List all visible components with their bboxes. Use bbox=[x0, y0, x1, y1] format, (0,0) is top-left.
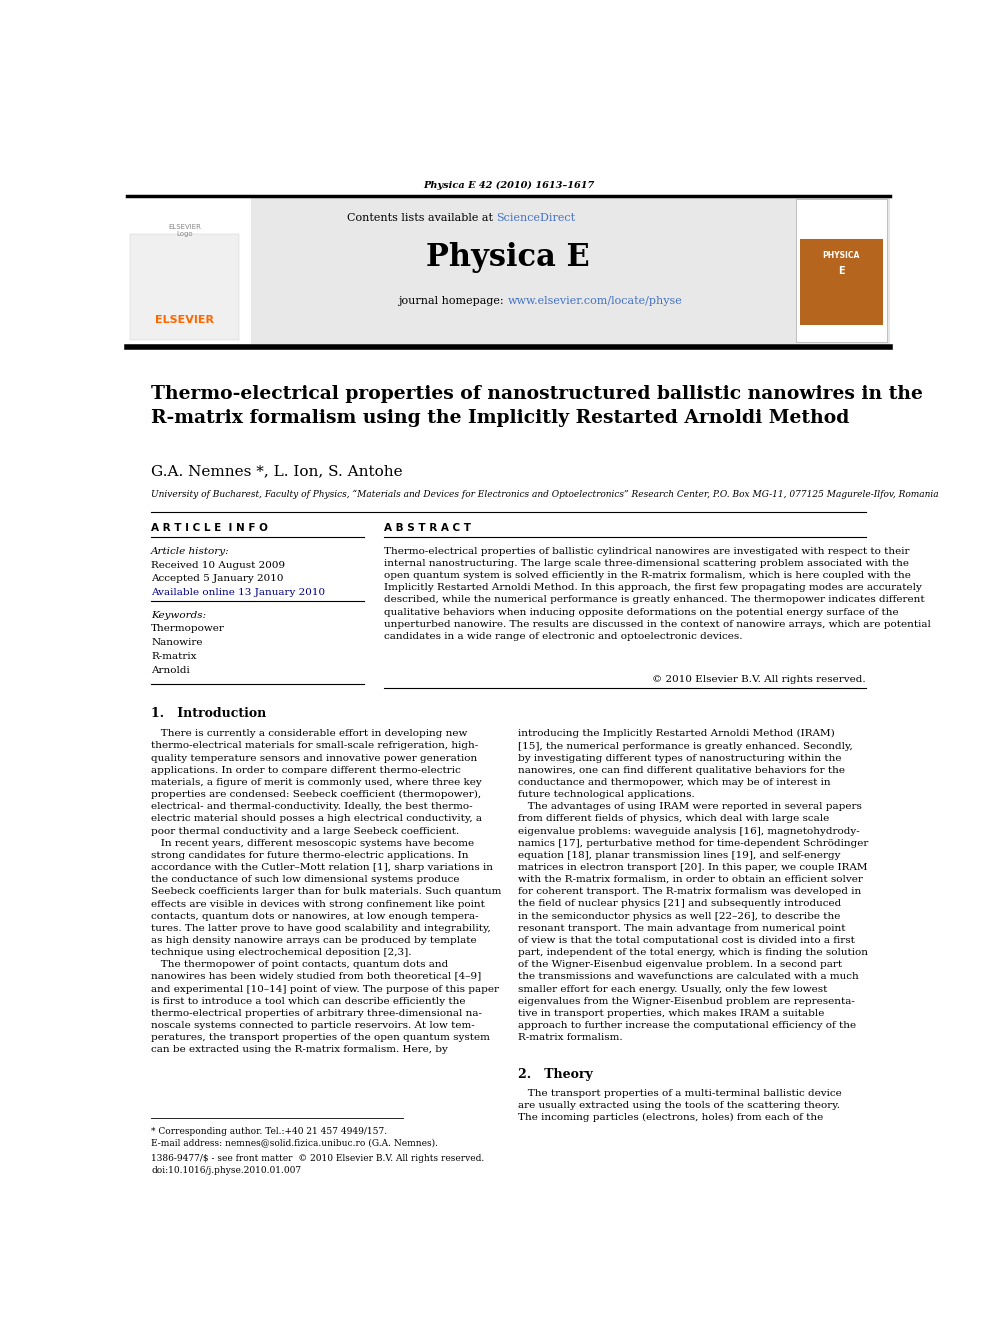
Text: journal homepage:: journal homepage: bbox=[399, 296, 508, 307]
Bar bbox=[130, 234, 239, 340]
Bar bbox=[796, 198, 887, 341]
Text: Article history:: Article history: bbox=[151, 546, 230, 556]
Text: Contents lists available at: Contents lists available at bbox=[346, 213, 496, 222]
Text: Nanowire: Nanowire bbox=[151, 638, 202, 647]
Text: University of Bucharest, Faculty of Physics, “Materials and Devices for Electron: University of Bucharest, Faculty of Phys… bbox=[151, 490, 938, 499]
Text: PHYSICA: PHYSICA bbox=[822, 251, 860, 261]
Bar bbox=[800, 239, 883, 325]
Text: 1386-9477/$ - see front matter  © 2010 Elsevier B.V. All rights reserved.: 1386-9477/$ - see front matter © 2010 El… bbox=[151, 1154, 484, 1163]
Text: Keywords:: Keywords: bbox=[151, 611, 206, 620]
Text: * Corresponding author. Tel.:+40 21 457 4949/157.: * Corresponding author. Tel.:+40 21 457 … bbox=[151, 1126, 387, 1135]
Text: Thermo-electrical properties of nanostructured ballistic nanowires in the
R-matr: Thermo-electrical properties of nanostru… bbox=[151, 385, 923, 426]
Text: Thermopower: Thermopower bbox=[151, 624, 225, 634]
Text: R-matrix: R-matrix bbox=[151, 652, 196, 660]
Text: www.elsevier.com/locate/physe: www.elsevier.com/locate/physe bbox=[508, 296, 682, 307]
Text: G.A. Nemnes *, L. Ion, S. Antohe: G.A. Nemnes *, L. Ion, S. Antohe bbox=[151, 464, 403, 479]
Text: © 2010 Elsevier B.V. All rights reserved.: © 2010 Elsevier B.V. All rights reserved… bbox=[652, 675, 866, 684]
Text: Physica E 42 (2010) 1613–1617: Physica E 42 (2010) 1613–1617 bbox=[423, 181, 594, 189]
Text: Arnoldi: Arnoldi bbox=[151, 665, 189, 675]
Text: doi:10.1016/j.physe.2010.01.007: doi:10.1016/j.physe.2010.01.007 bbox=[151, 1167, 302, 1175]
Text: A R T I C L E  I N F O: A R T I C L E I N F O bbox=[151, 524, 268, 533]
Text: Thermo-electrical properties of ballistic cylindrical nanowires are investigated: Thermo-electrical properties of ballisti… bbox=[384, 546, 930, 640]
Text: A B S T R A C T: A B S T R A C T bbox=[384, 524, 470, 533]
Text: 2.   Theory: 2. Theory bbox=[518, 1069, 592, 1081]
Text: Physica E: Physica E bbox=[426, 242, 589, 273]
Text: ELSEVIER: ELSEVIER bbox=[155, 315, 214, 324]
Bar bbox=[127, 196, 251, 344]
Text: The transport properties of a multi-terminal ballistic device
are usually extrac: The transport properties of a multi-term… bbox=[518, 1089, 841, 1122]
Bar bbox=[127, 196, 890, 344]
Text: There is currently a considerable effort in developing new
thermo-electrical mat: There is currently a considerable effort… bbox=[151, 729, 502, 1054]
Text: ELSEVIER
Logo: ELSEVIER Logo bbox=[168, 224, 201, 237]
Text: E-mail address: nemnes@solid.fizica.unibuc.ro (G.A. Nemnes).: E-mail address: nemnes@solid.fizica.unib… bbox=[151, 1139, 438, 1148]
Text: E: E bbox=[838, 266, 844, 275]
Text: Accepted 5 January 2010: Accepted 5 January 2010 bbox=[151, 574, 284, 583]
Text: Available online 13 January 2010: Available online 13 January 2010 bbox=[151, 587, 325, 597]
Text: Received 10 August 2009: Received 10 August 2009 bbox=[151, 561, 286, 570]
Text: introducing the Implicitly Restarted Arnoldi Method (IRAM)
[15], the numerical p: introducing the Implicitly Restarted Arn… bbox=[518, 729, 868, 1043]
Text: ScienceDirect: ScienceDirect bbox=[496, 213, 575, 222]
Text: 1.   Introduction: 1. Introduction bbox=[151, 706, 267, 720]
